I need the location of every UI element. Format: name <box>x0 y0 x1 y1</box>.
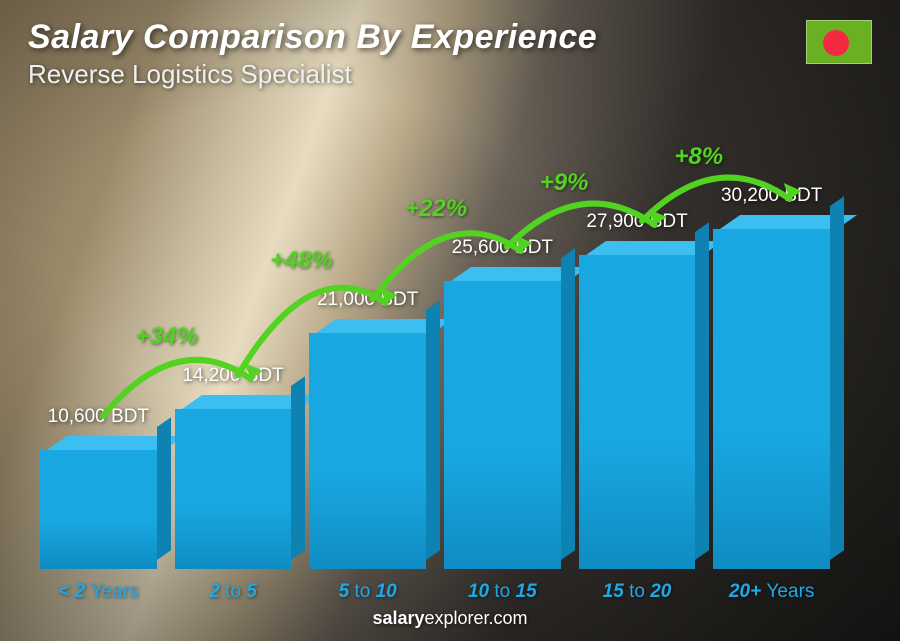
chart-title: Salary Comparison By Experience <box>28 18 597 57</box>
bar-value-label: 10,600 BDT <box>48 406 149 428</box>
bar-shape <box>309 319 426 569</box>
bar-4: 27,900 BDT15 to 20 <box>579 211 696 569</box>
delta-label: +8% <box>674 143 723 171</box>
bar-category-label: 20+ Years <box>729 581 814 603</box>
bar-2: 21,000 BDT5 to 10 <box>309 289 426 569</box>
bar-shape <box>713 215 830 569</box>
bar-value-label: 30,200 BDT <box>721 185 822 207</box>
footer-rest: explorer.com <box>425 608 528 628</box>
bar-value-label: 27,900 BDT <box>586 211 687 233</box>
bar-value-label: 21,000 BDT <box>317 289 418 311</box>
bar-chart: 10,600 BDT< 2 Years14,200 BDT2 to 521,00… <box>40 109 830 569</box>
delta-label: +48% <box>270 247 332 275</box>
delta-label: +34% <box>136 323 198 351</box>
bar-shape <box>175 395 292 569</box>
flag-circle <box>823 30 849 56</box>
bar-5: 30,200 BDT20+ Years <box>713 185 830 569</box>
delta-label: +22% <box>405 195 467 223</box>
bar-shape <box>579 241 696 569</box>
bar-1: 14,200 BDT2 to 5 <box>175 365 292 569</box>
bar-3: 25,600 BDT10 to 15 <box>444 237 561 569</box>
bar-shape <box>444 267 561 569</box>
delta-label: +9% <box>540 169 589 197</box>
bar-category-label: 10 to 15 <box>468 581 537 603</box>
bar-value-label: 14,200 BDT <box>182 365 283 387</box>
bar-category-label: 5 to 10 <box>339 581 397 603</box>
bar-category-label: 2 to 5 <box>209 581 257 603</box>
bar-0: 10,600 BDT< 2 Years <box>40 406 157 569</box>
bar-category-label: < 2 Years <box>58 581 138 603</box>
bar-shape <box>40 436 157 569</box>
footer-bold: salary <box>372 608 424 628</box>
bar-category-label: 15 to 20 <box>603 581 672 603</box>
header: Salary Comparison By Experience Reverse … <box>28 18 597 90</box>
footer-attribution: salaryexplorer.com <box>0 608 900 629</box>
chart-subtitle: Reverse Logistics Specialist <box>28 59 597 90</box>
bar-value-label: 25,600 BDT <box>452 237 553 259</box>
country-flag-icon <box>806 20 872 64</box>
